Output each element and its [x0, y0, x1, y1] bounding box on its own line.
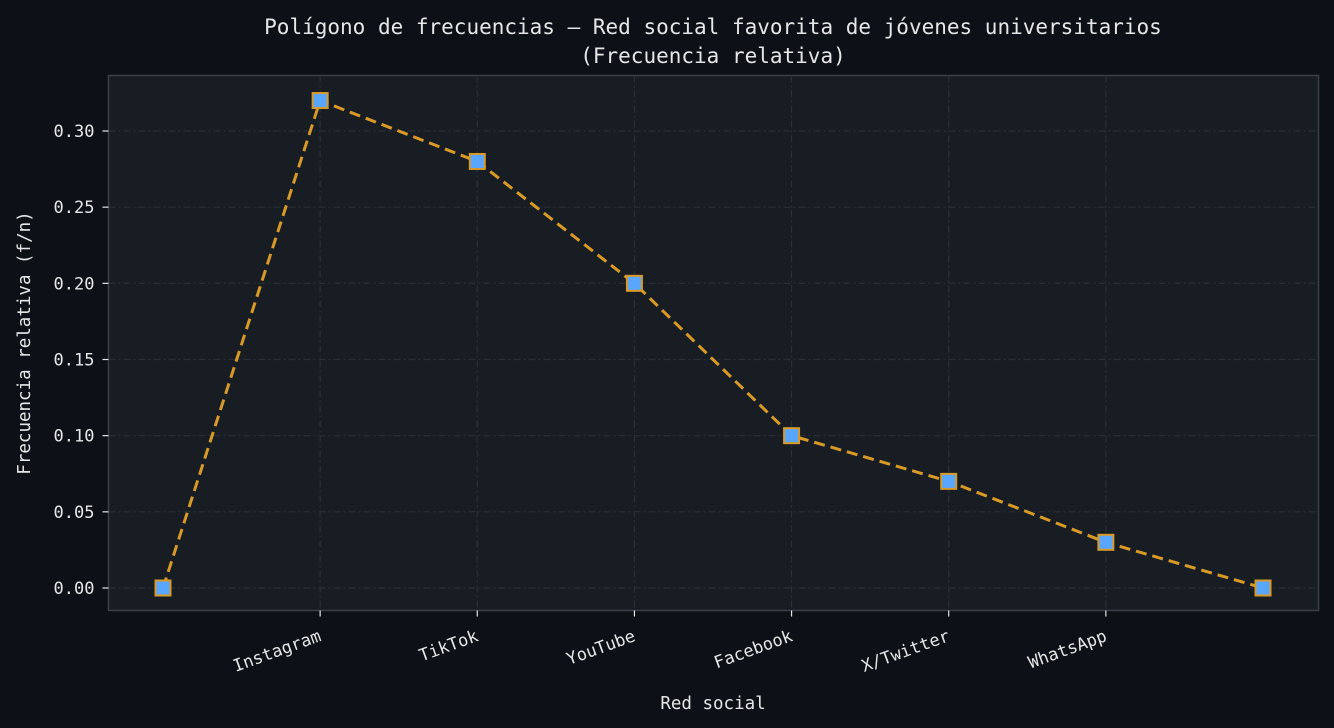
chart-title: Polígono de frecuencias — Red social fav…	[264, 15, 1162, 39]
x-axis-label: Red social	[660, 694, 765, 714]
y-tick-label: 0.10	[54, 427, 95, 447]
y-tick-label: 0.20	[54, 274, 95, 294]
y-axis-label: Frecuencia relativa (f/n)	[15, 211, 35, 474]
plot-area	[107, 74, 1320, 612]
data-point-marker	[625, 274, 643, 292]
y-tick-label: 0.05	[54, 503, 95, 523]
y-tick-label: 0.30	[54, 122, 95, 142]
data-point-marker	[940, 472, 958, 490]
chart-subtitle: (Frecuencia relativa)	[580, 44, 846, 68]
y-tick-label: 0.00	[54, 579, 95, 599]
data-point-marker	[154, 579, 172, 597]
grid-lines	[108, 75, 1319, 611]
data-point-marker	[783, 427, 801, 445]
data-point-marker	[311, 92, 329, 110]
data-point-marker	[1254, 579, 1272, 597]
y-axis-ticks: 0.00 0.05 0.10 0.15 0.20 0.25 0.30	[54, 122, 109, 599]
data-point-marker	[468, 152, 486, 170]
y-tick-label: 0.15	[54, 351, 95, 371]
y-tick-label: 0.25	[54, 198, 95, 218]
data-point-marker	[1097, 533, 1115, 551]
data-point-markers	[154, 92, 1272, 597]
frequency-polygon-line	[161, 98, 1264, 590]
